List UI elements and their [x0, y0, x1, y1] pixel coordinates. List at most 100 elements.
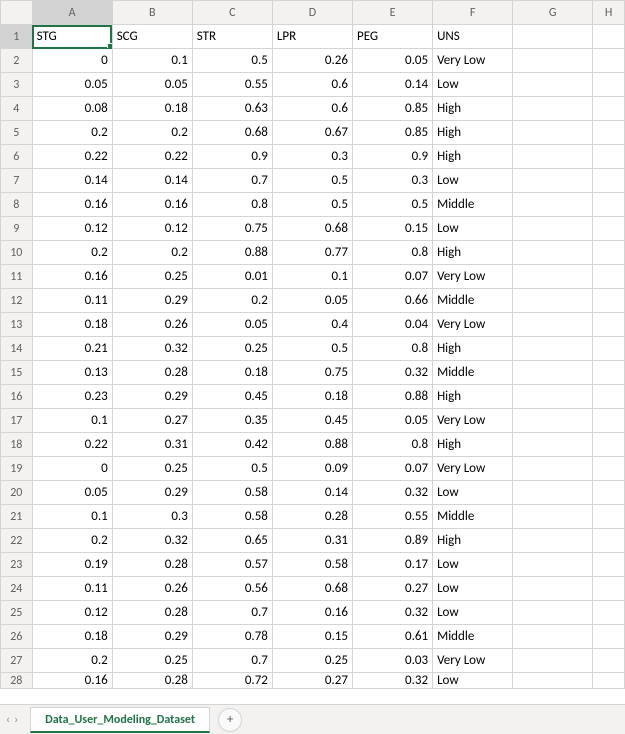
cell-F1[interactable]: UNS	[433, 25, 513, 49]
cell-B6[interactable]: 0.22	[112, 145, 192, 169]
cell-A8[interactable]: 0.16	[32, 193, 112, 217]
cell-D4[interactable]: 0.6	[272, 97, 352, 121]
cell-A7[interactable]: 0.14	[32, 169, 112, 193]
cell-C4[interactable]: 0.63	[192, 97, 272, 121]
cell-C1[interactable]: STR	[192, 25, 272, 49]
cell-E8[interactable]: 0.5	[352, 193, 432, 217]
cell-B7[interactable]: 0.14	[112, 169, 192, 193]
cell-D25[interactable]: 0.16	[272, 601, 352, 625]
cell-C28[interactable]: 0.72	[192, 673, 272, 689]
cell-E2[interactable]: 0.05	[352, 49, 432, 73]
cell-B3[interactable]: 0.05	[112, 73, 192, 97]
cell-A13[interactable]: 0.18	[32, 313, 112, 337]
cell-B20[interactable]: 0.29	[112, 481, 192, 505]
cell-E16[interactable]: 0.88	[352, 385, 432, 409]
cell-C18[interactable]: 0.42	[192, 433, 272, 457]
cell-H23[interactable]	[593, 553, 625, 577]
spreadsheet-grid[interactable]: ABCDEFGH 1STGSCGSTRLPRPEGUNS200.10.50.26…	[0, 0, 625, 689]
cell-G9[interactable]	[513, 217, 593, 241]
cell-D11[interactable]: 0.1	[272, 265, 352, 289]
cell-C13[interactable]: 0.05	[192, 313, 272, 337]
cell-D17[interactable]: 0.45	[272, 409, 352, 433]
cell-C15[interactable]: 0.18	[192, 361, 272, 385]
cell-F7[interactable]: Low	[433, 169, 513, 193]
cell-D13[interactable]: 0.4	[272, 313, 352, 337]
cell-D10[interactable]: 0.77	[272, 241, 352, 265]
cell-G1[interactable]	[513, 25, 593, 49]
cell-B22[interactable]: 0.32	[112, 529, 192, 553]
cell-F15[interactable]: Middle	[433, 361, 513, 385]
row-header-18[interactable]: 18	[1, 433, 33, 457]
cell-E5[interactable]: 0.85	[352, 121, 432, 145]
cell-E12[interactable]: 0.66	[352, 289, 432, 313]
cell-G24[interactable]	[513, 577, 593, 601]
cell-H2[interactable]	[593, 49, 625, 73]
cell-H3[interactable]	[593, 73, 625, 97]
cell-D15[interactable]: 0.75	[272, 361, 352, 385]
cell-B8[interactable]: 0.16	[112, 193, 192, 217]
cell-H4[interactable]	[593, 97, 625, 121]
cell-D19[interactable]: 0.09	[272, 457, 352, 481]
cell-H6[interactable]	[593, 145, 625, 169]
cell-C8[interactable]: 0.8	[192, 193, 272, 217]
cell-E1[interactable]: PEG	[352, 25, 432, 49]
cell-G3[interactable]	[513, 73, 593, 97]
cell-C3[interactable]: 0.55	[192, 73, 272, 97]
column-header-B[interactable]: B	[112, 1, 192, 25]
add-sheet-button[interactable]: +	[218, 708, 242, 732]
cell-F24[interactable]: Low	[433, 577, 513, 601]
cell-F6[interactable]: High	[433, 145, 513, 169]
cell-G10[interactable]	[513, 241, 593, 265]
column-header-G[interactable]: G	[513, 1, 593, 25]
row-header-8[interactable]: 8	[1, 193, 33, 217]
select-all-corner[interactable]	[1, 1, 33, 25]
cell-F9[interactable]: Low	[433, 217, 513, 241]
cell-E23[interactable]: 0.17	[352, 553, 432, 577]
tab-next-icon[interactable]: ›	[14, 713, 18, 727]
cell-G18[interactable]	[513, 433, 593, 457]
cell-H9[interactable]	[593, 217, 625, 241]
row-header-25[interactable]: 25	[1, 601, 33, 625]
cell-H16[interactable]	[593, 385, 625, 409]
cell-F18[interactable]: High	[433, 433, 513, 457]
cell-E18[interactable]: 0.8	[352, 433, 432, 457]
cell-A23[interactable]: 0.19	[32, 553, 112, 577]
cell-C24[interactable]: 0.56	[192, 577, 272, 601]
row-header-15[interactable]: 15	[1, 361, 33, 385]
cell-B1[interactable]: SCG	[112, 25, 192, 49]
cell-A15[interactable]: 0.13	[32, 361, 112, 385]
cell-A28[interactable]: 0.16	[32, 673, 112, 689]
cell-B13[interactable]: 0.26	[112, 313, 192, 337]
cell-C20[interactable]: 0.58	[192, 481, 272, 505]
cell-G16[interactable]	[513, 385, 593, 409]
cell-D6[interactable]: 0.3	[272, 145, 352, 169]
cell-C7[interactable]: 0.7	[192, 169, 272, 193]
row-header-9[interactable]: 9	[1, 217, 33, 241]
cell-H10[interactable]	[593, 241, 625, 265]
cell-G22[interactable]	[513, 529, 593, 553]
cell-G15[interactable]	[513, 361, 593, 385]
cell-H14[interactable]	[593, 337, 625, 361]
cell-C14[interactable]: 0.25	[192, 337, 272, 361]
cell-E10[interactable]: 0.8	[352, 241, 432, 265]
cell-H8[interactable]	[593, 193, 625, 217]
cell-G14[interactable]	[513, 337, 593, 361]
cell-D8[interactable]: 0.5	[272, 193, 352, 217]
cell-D24[interactable]: 0.68	[272, 577, 352, 601]
cell-D20[interactable]: 0.14	[272, 481, 352, 505]
cell-E3[interactable]: 0.14	[352, 73, 432, 97]
cell-E15[interactable]: 0.32	[352, 361, 432, 385]
cell-H24[interactable]	[593, 577, 625, 601]
cell-A5[interactable]: 0.2	[32, 121, 112, 145]
cell-C27[interactable]: 0.7	[192, 649, 272, 673]
cell-C25[interactable]: 0.7	[192, 601, 272, 625]
cell-D21[interactable]: 0.28	[272, 505, 352, 529]
row-header-22[interactable]: 22	[1, 529, 33, 553]
cell-E25[interactable]: 0.32	[352, 601, 432, 625]
cell-C12[interactable]: 0.2	[192, 289, 272, 313]
cell-C9[interactable]: 0.75	[192, 217, 272, 241]
sheet-tab-active[interactable]: Data_User_Modeling_Dataset	[30, 707, 210, 733]
cell-F20[interactable]: Low	[433, 481, 513, 505]
cell-H15[interactable]	[593, 361, 625, 385]
cell-H18[interactable]	[593, 433, 625, 457]
